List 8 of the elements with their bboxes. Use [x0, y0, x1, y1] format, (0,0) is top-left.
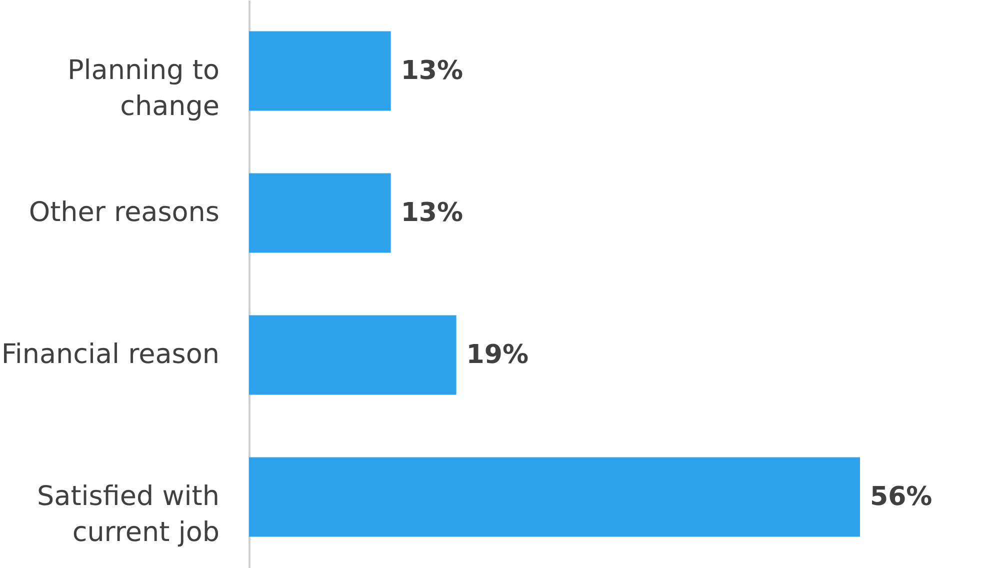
data-label: 13%	[400, 198, 464, 228]
y-tick-label: Planning to change	[68, 55, 220, 122]
y-tick-label: Financial reason	[1, 339, 220, 370]
data-label: 19%	[466, 340, 529, 370]
data-label: 56%	[870, 482, 932, 512]
data-label: 13%	[400, 56, 464, 86]
y-tick-label: Satisfied with current job	[37, 481, 220, 548]
y-tick-label: Other reasons	[28, 197, 220, 228]
